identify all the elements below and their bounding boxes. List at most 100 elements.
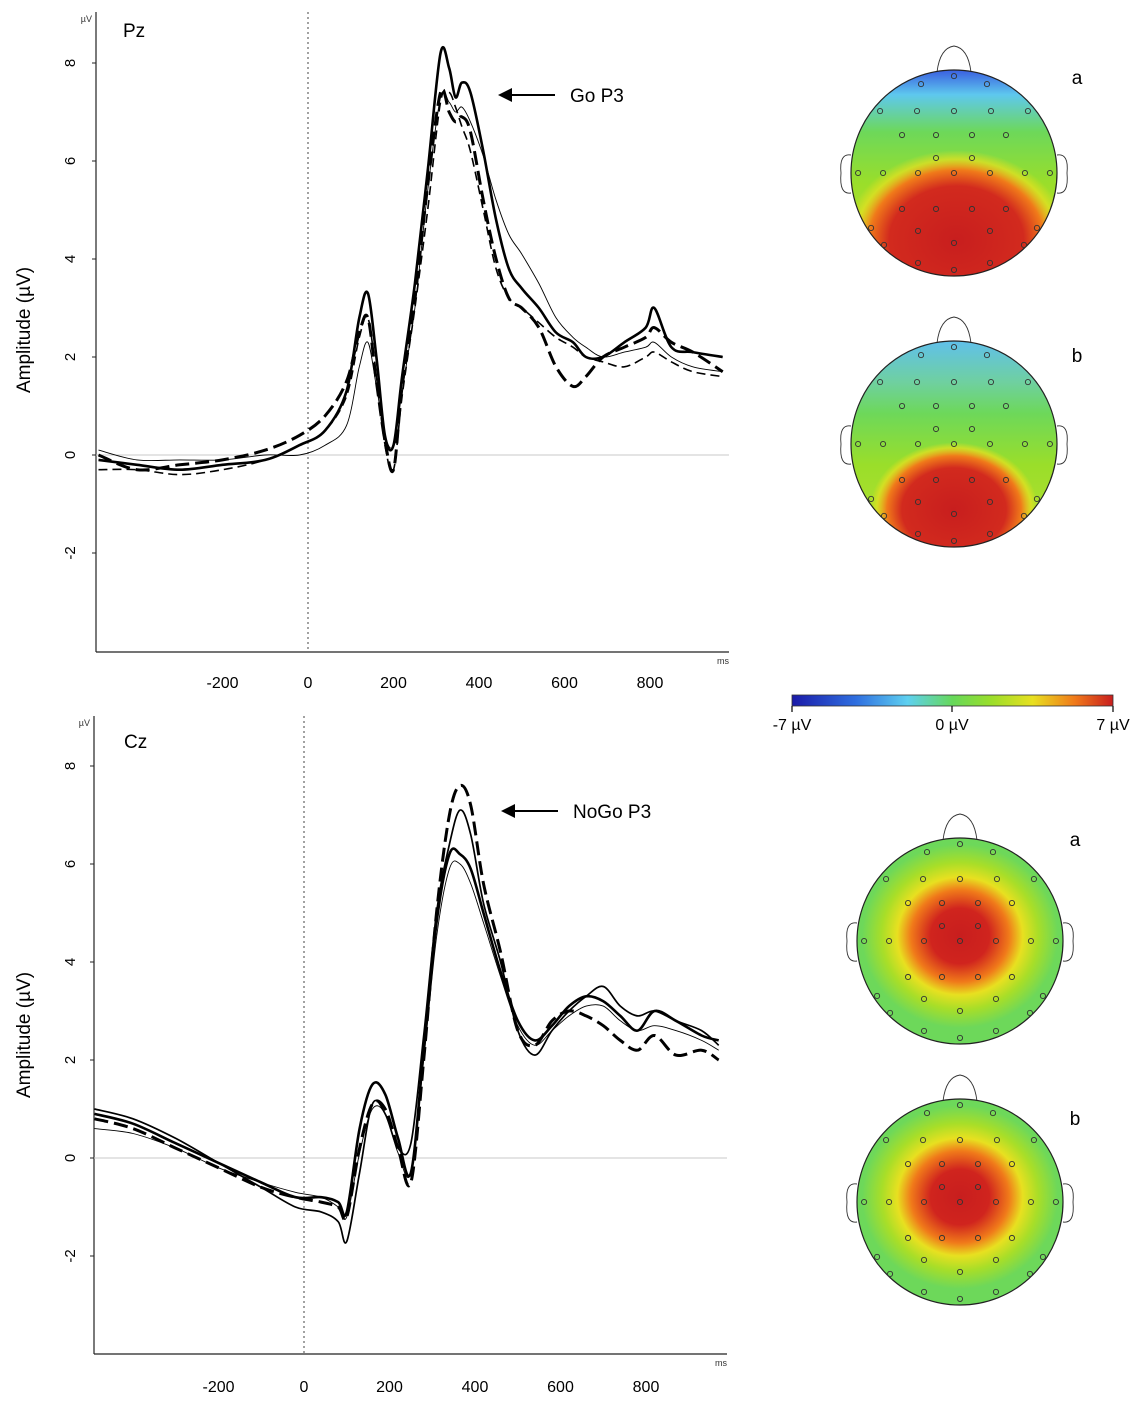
electrode-marker [956,1137,964,1144]
electrode-marker [950,344,958,351]
topo-field [851,70,1057,276]
electrode-marker [992,995,1000,1002]
electrode-marker [880,169,887,177]
electrode-marker [987,379,995,386]
electrode-marker [968,154,976,162]
electrode-marker [920,1256,928,1263]
electrode-marker [932,131,940,139]
electrode-marker [956,1198,964,1206]
head-ear [840,425,852,465]
electrode-marker [956,841,964,848]
electrode-marker [1008,1160,1016,1168]
electrode-marker [923,849,931,856]
colorbar-max-label: 7 µV [1096,717,1130,734]
erp-series-3 [98,91,723,462]
electrode-marker [874,992,881,1000]
x-unit-label: ms [715,1358,727,1368]
electrode-marker [898,205,906,213]
electrode-marker [914,440,922,448]
electrode-marker [938,1183,946,1191]
electrode-marker [913,108,921,115]
electrode-marker [986,440,994,448]
electrode-marker [904,973,912,981]
electrode-marker [1021,169,1028,177]
electrode-marker [989,849,997,856]
electrode-marker [992,1256,1000,1263]
electrode-marker [938,922,946,930]
electrode-marker [861,937,868,945]
electrode-marker [932,205,940,213]
y-tick-label: 2 [62,353,79,361]
topo-field [851,341,1057,547]
head-ear [1062,1183,1074,1223]
x-tick-label: 400 [466,675,493,692]
electrode-marker [968,402,976,410]
head-nose [936,316,972,344]
erp-series-3 [94,860,719,1220]
y-tick-label: -2 [62,546,79,559]
electrode-marker [861,1198,868,1206]
electrode-marker [974,1183,982,1191]
topomap-3: b [846,1074,1081,1306]
head-nose [936,45,972,73]
colorbar-gradient [791,694,1114,707]
electrode-marker [950,169,958,177]
erp-chart-0: 8 6 4 2 0 -2 µV ms -200 0 200 400 600 800 Amplitude (µ… [14,12,729,692]
electrode-marker [987,108,995,115]
electrode-marker [989,1110,997,1117]
electrode-marker [1033,224,1040,232]
electrode-marker [881,241,888,248]
electrode-marker [919,1137,927,1144]
electrode-marker [956,1295,964,1302]
electrode-marker [1027,1198,1034,1206]
head-outline [856,1098,1064,1306]
x-unit-label: ms [717,656,729,666]
electrode-marker [920,1288,928,1295]
electrode-marker [992,1027,1000,1034]
electrode-marker [992,937,1000,945]
electrode-marker [887,1009,894,1016]
electrode-marker [920,1198,928,1206]
electrode-marker [874,1253,881,1261]
electrode-marker [983,81,991,88]
electrode-marker [1039,992,1046,1000]
electrode-marker [877,379,884,386]
electrode-marker [974,1160,982,1168]
electrode-marker [974,1234,982,1242]
topomap-label: b [1070,1109,1081,1130]
electrode-marker [968,131,976,139]
topomap-2: a [846,813,1081,1045]
electrode-marker [968,425,976,433]
y-tick-label: 6 [62,157,79,165]
electrode-marker [886,937,893,945]
topomap-label: a [1070,830,1081,851]
head-ear [1056,425,1068,465]
electrode-marker [950,266,958,273]
electrode-marker [956,876,964,883]
electrode-marker [1002,131,1010,139]
electrode-marker [974,899,982,907]
electrode-marker [968,476,976,484]
y-tick-label: 4 [62,255,79,263]
y-axis-title: Amplitude (µV) [14,972,35,1098]
electrode-marker [914,227,922,234]
electrode-marker [877,108,884,115]
electrode-marker [950,73,958,80]
electrode-marker [968,205,976,213]
electrode-marker [881,512,888,519]
x-tick-label: 600 [551,675,578,692]
erp-series-1 [94,783,720,1222]
y-unit-label: µV [81,14,92,24]
x-tick-label: 0 [304,675,313,692]
y-tick-label: 0 [62,1154,79,1162]
electrode-label: Cz [124,732,147,753]
electrode-marker [855,169,862,177]
electrode-marker [1024,379,1031,386]
electrode-marker [920,937,928,945]
electrode-marker [992,1198,1000,1206]
topomap-0: a [840,45,1083,277]
go-p3-label: Go P3 [570,86,624,107]
electrode-marker [914,259,922,266]
electrode-marker [868,495,875,503]
